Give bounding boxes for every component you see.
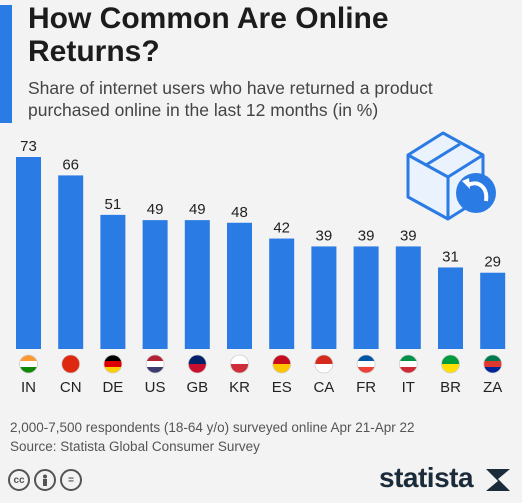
chart-subtitle: Share of internet users who have returne…: [28, 78, 433, 120]
flag-br-icon: [441, 354, 460, 374]
flag-gb-icon: [187, 354, 207, 374]
category-label-it: IT: [402, 379, 415, 396]
source-note: Source: Statista Global Consumer Survey: [10, 439, 260, 454]
category-label-in: IN: [21, 379, 36, 396]
value-label-cn: 66: [62, 156, 79, 173]
value-label-br: 31: [442, 248, 459, 265]
value-label-gb: 49: [189, 201, 206, 218]
attribution-icon[interactable]: [34, 469, 56, 491]
bar-in: [16, 157, 41, 349]
survey-note: 2,000-7,500 respondents (18-64 y/o) surv…: [10, 420, 415, 435]
category-label-gb: GB: [186, 379, 208, 396]
title-accent-bar: [0, 5, 12, 123]
chart-footnote: 2,000-7,500 respondents (18-64 y/o) surv…: [10, 418, 510, 456]
bar-br: [438, 267, 463, 349]
chart-title: How Common Are Online Returns?: [28, 2, 389, 68]
bar-es: [269, 238, 295, 349]
bar-cn: [58, 175, 84, 349]
flag-fr-icon: [356, 354, 376, 374]
value-label-ca: 39: [316, 227, 333, 244]
category-label-za: ZA: [483, 379, 502, 396]
flag-us-icon: [145, 354, 165, 374]
bar-za: [480, 272, 506, 349]
category-label-es: ES: [272, 379, 292, 396]
bar-chart: 73 IN 66 CN 51 DE 49 US 49 GB 48 KR 42 ES 39 CA 39 FR 39 IT…: [16, 138, 506, 396]
flag-za-icon: [483, 354, 503, 374]
flag-kr-icon: [230, 354, 249, 374]
value-label-it: 39: [400, 227, 417, 244]
bar-gb: [184, 220, 210, 349]
category-label-br: BR: [440, 379, 461, 396]
category-label-cn: CN: [60, 379, 82, 396]
statista-logo-icon: [486, 469, 510, 491]
bar-de: [100, 214, 126, 349]
creative-commons-icon[interactable]: cc: [8, 469, 30, 491]
category-label-de: DE: [102, 379, 123, 396]
value-label-za: 29: [484, 254, 501, 271]
category-label-kr: KR: [229, 379, 250, 396]
bars-layer: 73 IN 66 CN 51 DE 49 US 49 GB 48 KR 42 ES 39 CA 39 FR 39 IT…: [16, 138, 506, 396]
category-label-ca: CA: [313, 379, 334, 396]
value-label-es: 42: [273, 220, 290, 237]
category-label-fr: FR: [356, 379, 376, 396]
bar-kr: [227, 222, 252, 349]
bar-ca: [311, 246, 337, 349]
statista-logo[interactable]: statista: [379, 462, 474, 493]
flag-in-icon: [19, 354, 38, 374]
value-label-de: 51: [105, 196, 122, 213]
category-label-us: US: [145, 379, 166, 396]
bar-it: [395, 246, 421, 349]
return-box-icon: [406, 131, 496, 221]
flag-cn-icon: [61, 354, 81, 374]
bar-us: [142, 220, 168, 349]
flag-ca-icon: [314, 354, 334, 374]
no-derivatives-icon[interactable]: =: [60, 469, 82, 491]
bar-fr: [353, 246, 379, 349]
flag-de-icon: [103, 354, 123, 374]
flag-es-icon: [272, 354, 292, 374]
flag-it-icon: [398, 354, 418, 374]
value-label-us: 49: [147, 201, 164, 218]
value-label-in: 73: [20, 138, 37, 155]
value-label-kr: 48: [231, 204, 248, 221]
license-icons: cc =: [8, 469, 82, 491]
value-label-fr: 39: [358, 227, 375, 244]
